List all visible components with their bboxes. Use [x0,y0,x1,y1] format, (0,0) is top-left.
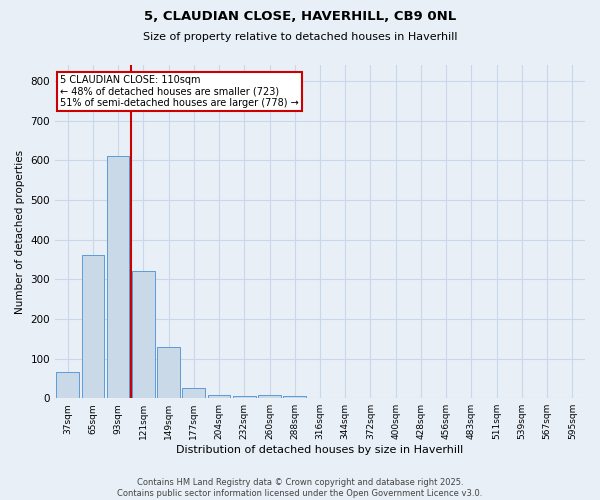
Bar [107,156,130,398]
Bar [233,396,256,398]
Text: Contains HM Land Registry data © Crown copyright and database right 2025.
Contai: Contains HM Land Registry data © Crown c… [118,478,482,498]
Bar [132,272,155,398]
Text: 5, CLAUDIAN CLOSE, HAVERHILL, CB9 0NL: 5, CLAUDIAN CLOSE, HAVERHILL, CB9 0NL [144,10,456,23]
Bar [182,388,205,398]
X-axis label: Distribution of detached houses by size in Haverhill: Distribution of detached houses by size … [176,445,464,455]
Bar [56,372,79,398]
Text: 5 CLAUDIAN CLOSE: 110sqm
← 48% of detached houses are smaller (723)
51% of semi-: 5 CLAUDIAN CLOSE: 110sqm ← 48% of detach… [61,75,299,108]
Y-axis label: Number of detached properties: Number of detached properties [15,150,25,314]
Text: Size of property relative to detached houses in Haverhill: Size of property relative to detached ho… [143,32,457,42]
Bar [82,256,104,398]
Bar [258,395,281,398]
Bar [157,346,180,398]
Bar [283,396,306,398]
Bar [208,395,230,398]
